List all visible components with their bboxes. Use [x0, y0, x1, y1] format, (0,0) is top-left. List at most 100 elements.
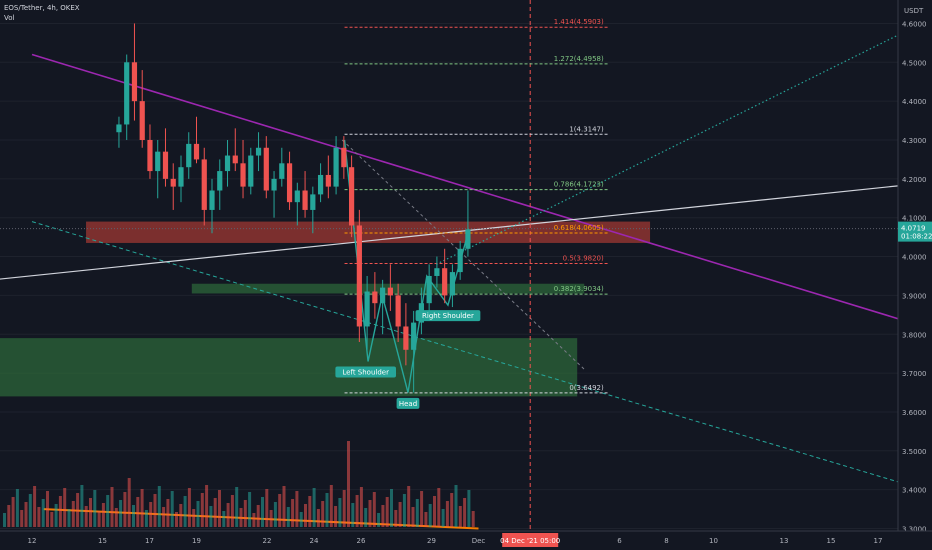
volume-layer — [3, 441, 475, 527]
candle-body — [341, 147, 347, 168]
candle-body — [465, 229, 471, 249]
candle-body — [364, 291, 370, 327]
volume-bar — [312, 488, 316, 527]
candle-body — [294, 190, 300, 203]
candle-body — [186, 143, 192, 168]
volume-bar — [381, 505, 385, 527]
candles-layer — [116, 23, 471, 393]
volume-bar — [471, 511, 475, 527]
volume-bar — [89, 498, 92, 527]
candle-body — [395, 295, 401, 327]
descending-trendline — [31, 53, 899, 320]
volume-bar — [101, 503, 105, 527]
volume-bar — [175, 512, 178, 527]
volume-bar — [329, 485, 333, 527]
volume-indicator-label[interactable]: Vol — [4, 14, 15, 22]
candle-body — [255, 147, 262, 156]
volume-bar — [299, 512, 303, 527]
volume-bar — [46, 491, 49, 527]
current-price-value: 4.0719 — [901, 225, 926, 233]
pattern-label: Head — [399, 400, 417, 408]
volume-bar — [205, 485, 209, 527]
volume-bar — [127, 478, 131, 527]
volume-bar — [187, 488, 191, 527]
price-axis-panel — [898, 0, 932, 550]
candle-body — [271, 178, 277, 191]
volume-bar — [166, 499, 170, 527]
neckline — [0, 185, 899, 280]
volume-bar — [256, 505, 260, 527]
symbol-line[interactable]: EOS/Tether, 4h, OKEX — [4, 4, 80, 12]
volume-bar — [33, 486, 37, 527]
candle-body — [162, 151, 169, 179]
x-tick-label: 15 — [98, 537, 107, 545]
volume-bar — [153, 494, 157, 527]
volume-bar — [372, 492, 376, 527]
volume-bar — [420, 491, 424, 527]
candle-body — [155, 151, 161, 172]
candle-body — [310, 194, 316, 210]
candle-body — [170, 178, 176, 187]
y-tick-label: 3.5000 — [902, 448, 927, 456]
resistance-zone — [86, 221, 651, 243]
volume-bar — [50, 512, 54, 527]
volume-bar — [170, 491, 174, 527]
crosshair-time-label: 04 Dec '21 05:00 — [500, 537, 560, 545]
x-tick-label: 19 — [192, 537, 201, 545]
candle-body — [217, 171, 223, 191]
volume-bar — [286, 507, 290, 527]
volume-bar — [162, 507, 166, 527]
volume-bar — [149, 502, 153, 527]
volume-bar — [458, 506, 462, 527]
volume-bar — [37, 507, 41, 527]
volume-bar — [368, 500, 372, 527]
volume-bar — [407, 486, 411, 527]
candle-body — [116, 124, 122, 133]
volume-bar — [304, 504, 307, 527]
zones-layer — [0, 22, 898, 529]
volume-bar — [218, 490, 221, 527]
y-tick-label: 4.2000 — [902, 176, 927, 184]
lower-channel-line — [31, 221, 899, 483]
volume-bar — [136, 497, 140, 527]
pattern-label-box — [415, 310, 481, 322]
y-tick-label: 3.6000 — [902, 409, 927, 417]
pattern-labels-layer: Left Shoulder Head Right Shoulder — [335, 310, 481, 409]
volume-bar — [15, 489, 19, 527]
demand-zone — [0, 338, 578, 397]
volume-bar — [123, 492, 127, 527]
volume-bar — [351, 503, 355, 527]
volume-bar — [441, 509, 445, 527]
candle-body — [232, 155, 238, 164]
volume-bar — [316, 509, 320, 527]
volume-bar — [338, 498, 342, 527]
volume-bar — [463, 498, 467, 527]
volume-bar — [76, 493, 80, 527]
volume-bar — [411, 507, 415, 527]
chart-header: EOS/Tether, 4h, OKEX Vol — [4, 3, 80, 23]
volume-bar — [415, 499, 419, 527]
y-tick-label: 4.1000 — [902, 215, 927, 223]
pattern-label-box — [396, 397, 420, 409]
volume-bar — [84, 506, 88, 527]
y-tick-label: 4.5000 — [902, 59, 927, 67]
fib-level-label: 1.272(4.4958) — [554, 55, 604, 63]
volume-bar — [93, 490, 97, 527]
volume-bar — [269, 510, 273, 527]
volume-bar — [424, 512, 428, 527]
fib-level-label: 1(4.3147) — [569, 125, 604, 133]
volume-bar — [192, 509, 196, 527]
time-axis-panel — [0, 531, 932, 550]
volume-bar — [291, 499, 295, 527]
volume-bar — [390, 489, 393, 527]
candle-body — [193, 143, 200, 160]
candle-body — [333, 147, 339, 187]
countdown-value: 01:08:22 — [901, 233, 932, 241]
diagonal-dashed-line — [341, 139, 585, 370]
candle-body — [286, 163, 293, 203]
y-tick-label: 3.3000 — [902, 526, 927, 534]
volume-bar — [359, 487, 363, 527]
y-tick-label: 4.4000 — [902, 98, 927, 106]
volume-bar — [7, 505, 11, 527]
